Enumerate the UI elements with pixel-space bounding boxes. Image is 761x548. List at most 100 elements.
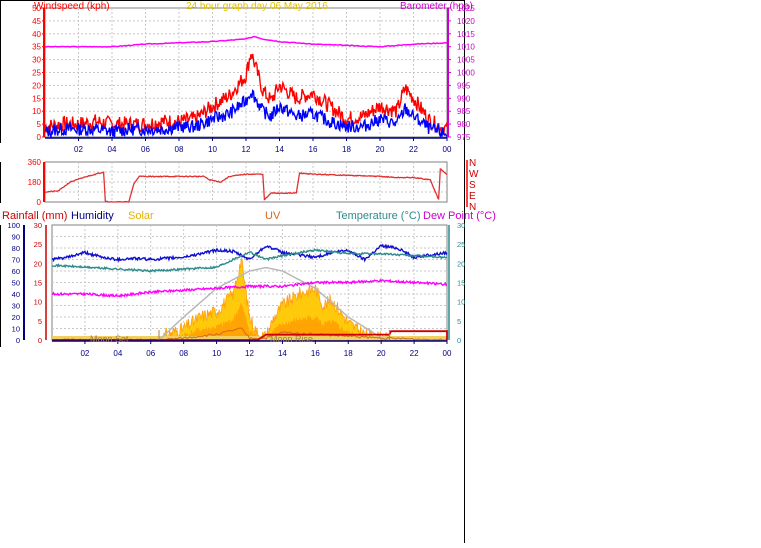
windspeed-tick-label: 10 [32, 107, 41, 116]
time-tick-label-bottom: 12 [245, 349, 254, 358]
barometer-line [44, 35, 448, 48]
temperature-line [52, 248, 448, 274]
windspeed-tick-label: 45 [32, 17, 41, 26]
solar-area [158, 257, 390, 342]
windspeed-tick-label: 15 [32, 94, 41, 103]
gap-2 [0, 203, 464, 225]
time-tick-label-bottom: 22 [410, 349, 419, 358]
time-tick-label: 20 [376, 145, 385, 154]
time-tick-label: 18 [342, 145, 351, 154]
direction-tick-label: 0 [37, 198, 42, 207]
gust-line [44, 53, 448, 136]
rainfall-tick-label: 25 [34, 240, 42, 249]
barometer-tick-label: 980 [457, 120, 471, 129]
solar-max-line [158, 266, 390, 341]
windspeed-tick-label: 30 [32, 56, 41, 65]
windspeed-tick-label: 50 [32, 4, 41, 13]
time-tick-label-bottom: 08 [179, 349, 188, 358]
windspeed-tick-label: 20 [32, 81, 41, 90]
time-tick-label-bottom: 20 [377, 349, 386, 358]
humidity-tick-label: 60 [12, 267, 20, 276]
legend-temperature: Temperature (°C) [336, 210, 420, 222]
windspeed-axis-title: Windspeed (kph) [34, 1, 110, 12]
legend-dew-point: Dew Point (°C) [423, 210, 496, 222]
time-tick-label-bottom: 00 [443, 349, 452, 358]
rainfall-tick-label: 15 [34, 279, 42, 288]
axis-layer: 0510152025303540455097598098599099510001… [7, 4, 479, 358]
humidity-tick-label: 40 [12, 290, 20, 299]
time-tick-label-bottom: 10 [212, 349, 221, 358]
barometer-tick-label: 990 [457, 94, 471, 103]
humidity-tick-label: 100 [7, 221, 20, 230]
moon-set-label: Moon Set [90, 334, 129, 344]
humidity-tick-label: 70 [12, 256, 20, 265]
barometer-tick-label: 975 [457, 133, 471, 142]
temperature-tick-label: 10 [457, 298, 465, 307]
barometer-tick-label: 985 [457, 107, 471, 116]
wind-direction-line [44, 168, 448, 203]
time-tick-label: 00 [443, 145, 452, 154]
solar-inner-area [159, 302, 390, 340]
time-tick-label: 12 [242, 145, 251, 154]
time-tick-label: 22 [409, 145, 418, 154]
humidity-tick-label: 50 [12, 279, 20, 288]
legend-humidity: Humidity [71, 210, 114, 222]
windspeed-tick-label: 25 [32, 69, 41, 78]
legend-solar: Solar [128, 210, 154, 222]
rainfall-tick-label: 10 [34, 298, 42, 307]
temperature-tick-label: 20 [457, 259, 465, 268]
direction-tick-label: 180 [28, 178, 42, 187]
compass-tick-label: N [469, 158, 476, 169]
rainfall-tick-label: 0 [38, 336, 42, 345]
windspeed-tick-label: 35 [32, 43, 41, 52]
time-tick-label-bottom: 04 [113, 349, 122, 358]
time-tick-label-bottom: 06 [146, 349, 155, 358]
rainfall-tick-label: 20 [34, 259, 42, 268]
time-tick-label: 04 [108, 145, 117, 154]
time-tick-label: 16 [309, 145, 318, 154]
humidity-tick-label: 10 [12, 325, 20, 334]
gap-1 [0, 143, 464, 162]
wind-line [44, 89, 448, 140]
legend-rainfall: Rainfall (mm) [2, 210, 67, 222]
windspeed-tick-label: 0 [37, 133, 42, 142]
time-tick-label-bottom: 16 [311, 349, 320, 358]
barometer-tick-label: 1000 [457, 69, 475, 78]
time-tick-label-bottom: 02 [80, 349, 89, 358]
temperature-tick-label: 30 [457, 221, 465, 230]
temperature-tick-label: 15 [457, 279, 465, 288]
time-tick-label: 10 [208, 145, 217, 154]
temperature-tick-label: 5 [457, 317, 461, 326]
temperature-tick-label: 25 [457, 240, 465, 249]
rainfall-tick-label: 30 [34, 221, 42, 230]
dew-point-line [51, 278, 447, 299]
rainfall-tick-label: 5 [38, 317, 42, 326]
time-tick-label: 02 [74, 145, 83, 154]
humidity-tick-label: 20 [12, 313, 20, 322]
time-tick-label: 06 [141, 145, 150, 154]
direction-tick-label: 360 [28, 158, 42, 167]
barometer-tick-label: 1005 [457, 56, 475, 65]
time-tick-label: 08 [175, 145, 184, 154]
blank-lower-area [0, 347, 464, 543]
temperature-tick-label: 0 [457, 336, 461, 345]
windspeed-tick-label: 5 [37, 120, 42, 129]
barometer-tick-label: 1015 [457, 30, 475, 39]
humidity-tick-label: 90 [12, 233, 20, 242]
moon-rise-label: Moon Rise [270, 334, 313, 344]
compass-tick-label: S [469, 180, 476, 191]
windspeed-tick-label: 40 [32, 30, 41, 39]
plot-layer [44, 35, 448, 342]
humidity-tick-label: 80 [12, 244, 20, 253]
chart-title: 24 hour graph day 06 May 2016 [186, 1, 328, 12]
compass-tick-label: N [469, 202, 476, 213]
barometer-tick-label: 995 [457, 81, 471, 90]
time-tick-label-bottom: 18 [344, 349, 353, 358]
humidity-tick-label: 0 [16, 336, 20, 345]
compass-tick-label: W [469, 169, 479, 180]
compass-tick-label: E [469, 191, 476, 202]
barometer-tick-label: 1025 [457, 4, 475, 13]
humidity-tick-label: 30 [12, 302, 20, 311]
